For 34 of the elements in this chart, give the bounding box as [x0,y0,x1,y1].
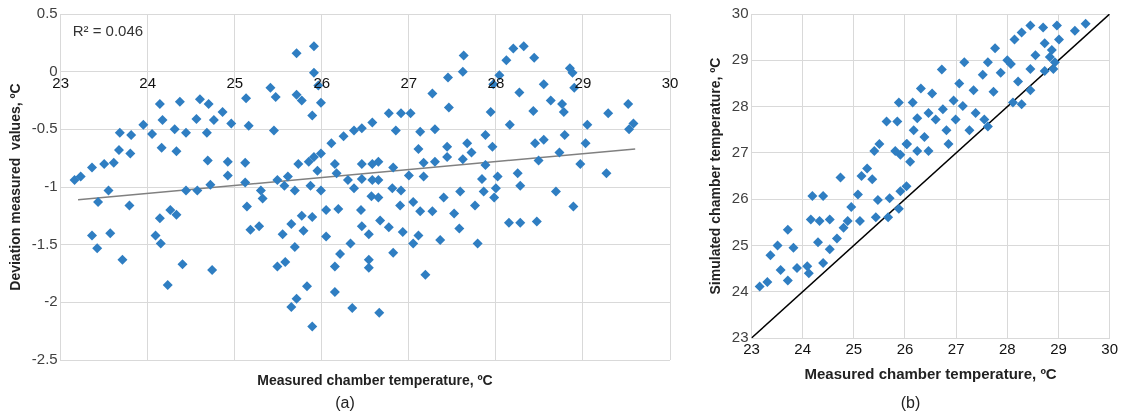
text: (a) [334,394,356,412]
x-tick-label: 29 [574,73,592,91]
x-tick-label: 24 [139,73,157,91]
y-axis-title: Simulated chamber temperature, ºC [707,57,724,295]
x-tick-label: 28 [998,340,1016,358]
x-axis-title: Measured chamber temperature, ºC [804,365,1057,383]
x-tick-label: 25 [845,340,863,358]
x-tick-label: 27 [947,340,965,358]
y-tick-label: -1 [44,177,58,195]
x-tick-label: 30 [661,73,679,91]
y-tick-label: -2.5 [31,350,58,368]
text: (b) [899,394,922,412]
annotation: R² = 0.046 [72,21,144,39]
y-tick-label: 26 [731,189,749,207]
y-tick-label: 30 [731,4,749,22]
y-tick-label: -2 [44,292,58,310]
y-tick-label: -0.5 [31,119,58,137]
x-tick-label: 27 [400,73,418,91]
y-tick-label: 0.5 [36,4,58,22]
y-axis-title: Deviation measured values, ºC [7,83,24,291]
x-axis-title: Measured chamber temperature, ºC [256,372,494,388]
y-tick-label: 29 [731,50,749,68]
y-tick-label: 27 [731,143,749,160]
y-tick-label: 0 [49,61,58,79]
x-tick-label: 26 [896,340,914,358]
y-tick-label: 24 [731,281,749,299]
y-tick-label: 28 [731,96,749,114]
x-tick-label: 29 [1050,340,1067,358]
x-tick-label: 30 [1101,340,1118,358]
x-tick-label: 26 [313,73,331,91]
x-tick-label: 25 [226,73,244,91]
x-tick-label: 24 [794,340,811,358]
y-tick-label: 25 [731,235,749,253]
y-tick-label: -1.5 [31,234,58,252]
